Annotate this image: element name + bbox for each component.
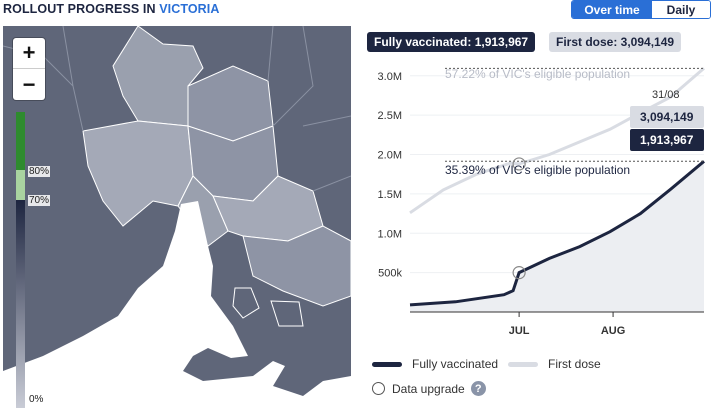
over-time-button[interactable]: Over time <box>572 1 652 18</box>
x-tick-label: JUL <box>509 325 530 337</box>
map-region <box>82 120 194 227</box>
data-upgrade-radio[interactable] <box>372 382 385 395</box>
location-link[interactable]: VICTORIA <box>159 2 220 16</box>
map-island <box>270 300 304 327</box>
data-upgrade: Data upgrade ? <box>372 381 486 396</box>
zoom-control: + − <box>13 38 45 100</box>
x-tick-label: AUG <box>601 325 625 337</box>
y-tick-label: 2.5M <box>378 110 402 122</box>
map-region <box>242 225 351 307</box>
page-title: ROLLOUT PROGRESS IN VICTORIA <box>3 2 220 16</box>
data-upgrade-marker <box>512 266 526 280</box>
legend-first-swatch <box>508 361 538 367</box>
full-value-box <box>630 129 704 151</box>
legend-label-70: 70% <box>28 195 51 206</box>
vaccination-map[interactable] <box>3 26 351 409</box>
legend-first-label: First dose <box>548 357 601 371</box>
data-upgrade-label: Data upgrade <box>392 381 465 396</box>
full-value-label: 1,913,967 <box>640 133 694 147</box>
data-upgrade-marker <box>512 157 526 171</box>
legend-first: First dose <box>508 357 601 371</box>
map-legend-bar <box>16 112 25 408</box>
y-tick-labels: 500k 1.0M 1.5M 2.0M 2.5M 3.0M <box>378 71 403 280</box>
fully-vaccinated-line <box>409 160 705 307</box>
y-tick-label: 2.0M <box>378 150 402 162</box>
date-annotation: 31/08 <box>652 89 680 101</box>
first-dose-line <box>409 67 705 215</box>
map-water <box>3 201 351 409</box>
legend-label-0: 0% <box>28 394 45 405</box>
legend-seg-70 <box>16 170 25 200</box>
legend-fully-label: Fully vaccinated <box>412 357 499 371</box>
y-tick-label: 1.5M <box>378 189 402 201</box>
first-value-box <box>630 106 704 128</box>
help-icon[interactable]: ? <box>470 381 486 396</box>
y-tick-label: 3.0M <box>378 71 402 83</box>
zoom-out-button[interactable]: − <box>22 71 36 97</box>
full-pct-annotation: 35.39% of VIC's eligible population <box>445 163 630 177</box>
first-pct-annotation: 57.22% of VIC's eligible population <box>445 67 630 81</box>
legend-seg-0 <box>16 200 25 408</box>
zoom-in-button[interactable]: + <box>13 38 45 69</box>
fully-vaccinated-badge: Fully vaccinated: 1,913,967 <box>367 32 536 52</box>
map-borders <box>3 26 351 192</box>
legend-fully-swatch <box>372 361 402 367</box>
fully-vaccinated-area <box>410 161 704 312</box>
chart-markers <box>512 157 526 280</box>
reference-lines <box>445 67 704 162</box>
legend-label-80: 80% <box>28 166 51 177</box>
map-island <box>232 287 260 319</box>
view-toggle: Over time Daily <box>571 0 711 19</box>
legend-seg-80 <box>16 112 25 170</box>
plot-area <box>408 58 705 314</box>
map-canvas[interactable] <box>3 26 351 409</box>
legend-fully: Fully vaccinated <box>372 357 498 371</box>
first-dose-badge: First dose: 3,094,149 <box>549 32 682 52</box>
first-value-label: 3,094,149 <box>640 110 694 124</box>
x-tick-labels: JUL AUG <box>410 311 704 337</box>
title-prefix: ROLLOUT PROGRESS IN <box>3 2 156 16</box>
y-tick-label: 500k <box>378 268 402 280</box>
daily-button[interactable]: Daily <box>652 1 710 18</box>
y-tick-label: 1.0M <box>378 228 402 240</box>
chart-grid <box>410 75 704 274</box>
